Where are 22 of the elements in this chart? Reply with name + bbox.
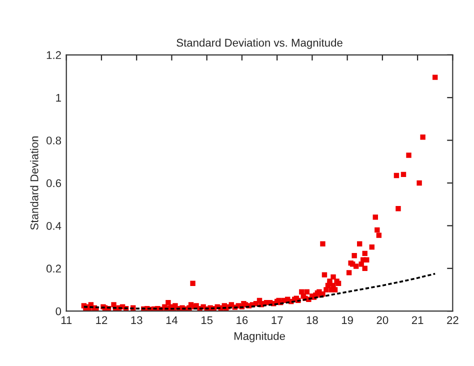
x-tick-label: 13 (131, 316, 142, 324)
x-tick-label: 14 (166, 316, 178, 324)
y-tick-label: 0.4 (46, 222, 62, 230)
y-tick-label: 0.6 (46, 179, 62, 188)
x-tick-label: 17 (272, 316, 283, 324)
x-tick-label: 21 (412, 316, 424, 324)
x-tick-label: 20 (376, 316, 388, 324)
y-tick-label: 1.2 (46, 51, 61, 59)
y-tick-label: 0 (56, 307, 62, 316)
y-tick-label: 1 (56, 94, 61, 102)
x-tick-label: 11 (61, 316, 72, 324)
x-axis-title: Magnitude (234, 332, 285, 342)
x-tick-label: 19 (342, 316, 353, 324)
chart-title: Standard Deviation vs. Magnitude (176, 38, 342, 49)
x-tick-label: 15 (202, 316, 213, 324)
y-tick-label: 0.2 (46, 264, 61, 273)
x-tick-label: 12 (96, 316, 108, 324)
y-axis-title: Standard Deviation (30, 136, 38, 230)
x-tick-label: 18 (306, 316, 318, 324)
x-tick-label: 16 (236, 316, 248, 324)
y-tick-label: 0.8 (46, 136, 62, 144)
x-tick-label: 22 (447, 316, 458, 324)
